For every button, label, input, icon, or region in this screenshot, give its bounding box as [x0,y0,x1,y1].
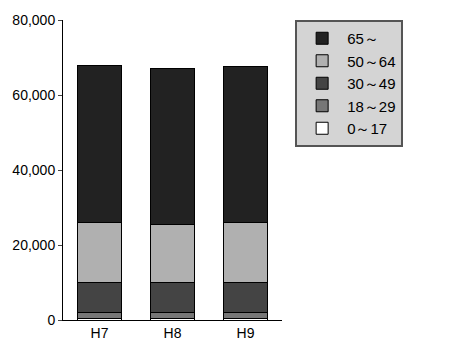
svg-text:50～64: 50～64 [347,53,395,70]
svg-text:30～49: 30～49 [347,75,395,92]
svg-text:60,000: 60,000 [12,87,55,103]
svg-text:H7: H7 [91,325,109,341]
svg-text:H8: H8 [164,325,182,341]
svg-text:0～17: 0～17 [347,120,387,137]
svg-text:0: 0 [47,312,55,328]
svg-text:H9: H9 [237,325,255,341]
svg-text:20,000: 20,000 [12,237,55,253]
svg-text:40,000: 40,000 [12,162,55,178]
svg-text:80,000: 80,000 [12,12,55,28]
svg-text:18～29: 18～29 [347,98,395,115]
svg-text:65～: 65～ [347,30,379,47]
